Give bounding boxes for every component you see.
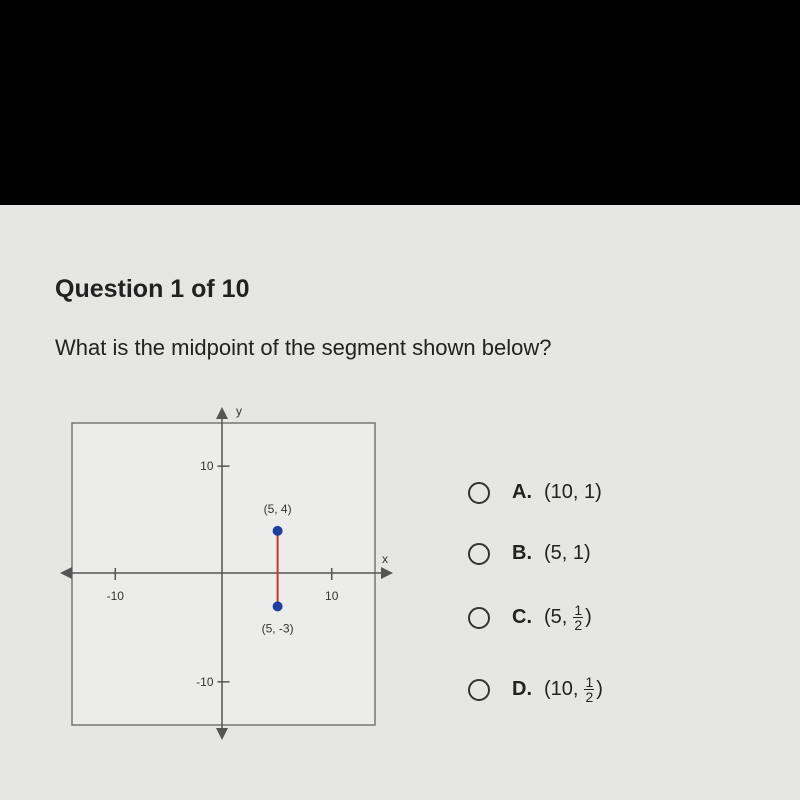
option[interactable]: D. (10, 1 2) bbox=[468, 675, 603, 704]
numerator: 1 bbox=[584, 674, 595, 690]
numerator: 1 bbox=[573, 602, 584, 618]
arrow bbox=[60, 567, 72, 579]
point-label: (5, -3) bbox=[262, 621, 294, 635]
y-axis-label: y bbox=[236, 404, 242, 418]
option[interactable]: B. (5, 1) bbox=[468, 542, 591, 565]
option-letter: C. bbox=[512, 606, 532, 628]
question-prompt: What is the midpoint of the segment show… bbox=[55, 335, 552, 360]
option-letter: B. bbox=[512, 542, 532, 564]
denominator: 2 bbox=[574, 617, 583, 633]
option-text: (5, bbox=[544, 606, 568, 628]
arrow bbox=[216, 407, 228, 419]
y-tick-label: -10 bbox=[196, 675, 214, 689]
arrow bbox=[216, 728, 228, 740]
radio[interactable] bbox=[468, 481, 490, 504]
point bbox=[272, 525, 283, 536]
option[interactable]: A. (10, 1) bbox=[468, 481, 602, 504]
x-tick-label: 10 bbox=[325, 589, 339, 603]
option-letter: D. bbox=[512, 678, 532, 700]
option[interactable]: C. (5, 1 2) bbox=[468, 603, 592, 632]
radio[interactable] bbox=[468, 542, 490, 565]
graph-frame bbox=[71, 422, 376, 726]
option-text: ) bbox=[596, 678, 603, 700]
x-tick-label: -10 bbox=[107, 589, 125, 603]
option-text: (5, 1) bbox=[544, 542, 591, 564]
radio[interactable] bbox=[468, 606, 490, 629]
option-letter: A. bbox=[512, 481, 532, 503]
radio[interactable] bbox=[468, 678, 490, 701]
option-text: ) bbox=[585, 606, 592, 628]
denominator: 2 bbox=[585, 689, 594, 705]
option-text: (10, bbox=[544, 678, 579, 700]
point bbox=[272, 601, 283, 612]
y-tick-label: 10 bbox=[200, 459, 214, 473]
point-label: (5, 4) bbox=[264, 502, 292, 516]
question-title: Question 1 of 10 bbox=[55, 275, 250, 303]
x-axis-label: x bbox=[382, 552, 388, 566]
option-text: (10, 1) bbox=[544, 481, 602, 503]
arrow bbox=[381, 567, 393, 579]
